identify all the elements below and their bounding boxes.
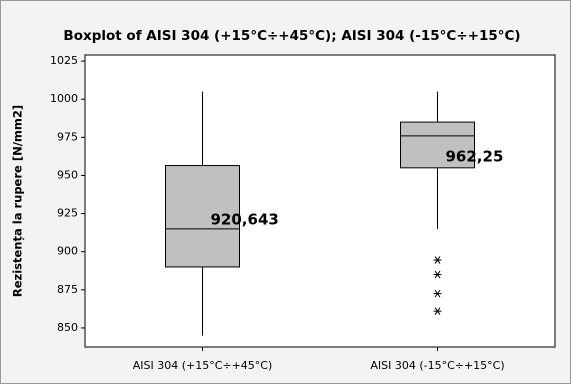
y-tick-label: 975	[57, 130, 78, 143]
box	[165, 165, 240, 268]
outlier	[433, 270, 442, 279]
y-tick-label: 850	[57, 321, 78, 334]
chart-title: Boxplot of AISI 304 (+15°C÷+45°C); AISI …	[63, 28, 520, 44]
outlier-stroke	[434, 270, 441, 279]
y-axis-label: Rezistența la rupere [N/mm2]	[11, 105, 25, 297]
outlier-stroke	[434, 307, 441, 315]
mean-label: 962,25	[446, 147, 504, 165]
outlier-stroke	[434, 256, 441, 264]
mean-label: 920,643	[211, 211, 279, 229]
outlier	[433, 256, 442, 264]
y-tick-label: 1000	[50, 92, 78, 105]
y-tick-label: 1025	[50, 54, 78, 67]
outlier-stroke	[434, 289, 441, 298]
y-tick-label: 950	[57, 168, 78, 181]
outlier	[433, 307, 442, 315]
outlier	[433, 289, 442, 298]
plot-area	[84, 54, 556, 348]
x-tick-label: AISI 304 (+15°C÷+45°C)	[133, 359, 273, 372]
box	[400, 121, 475, 169]
y-tick-label: 925	[57, 207, 78, 220]
x-tick-label: AISI 304 (-15°C÷+15°C)	[370, 359, 504, 372]
y-tick-label: 875	[57, 283, 78, 296]
y-tick-label: 900	[57, 245, 78, 258]
